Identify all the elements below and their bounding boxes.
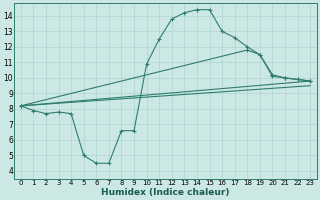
X-axis label: Humidex (Indice chaleur): Humidex (Indice chaleur) (101, 188, 230, 197)
